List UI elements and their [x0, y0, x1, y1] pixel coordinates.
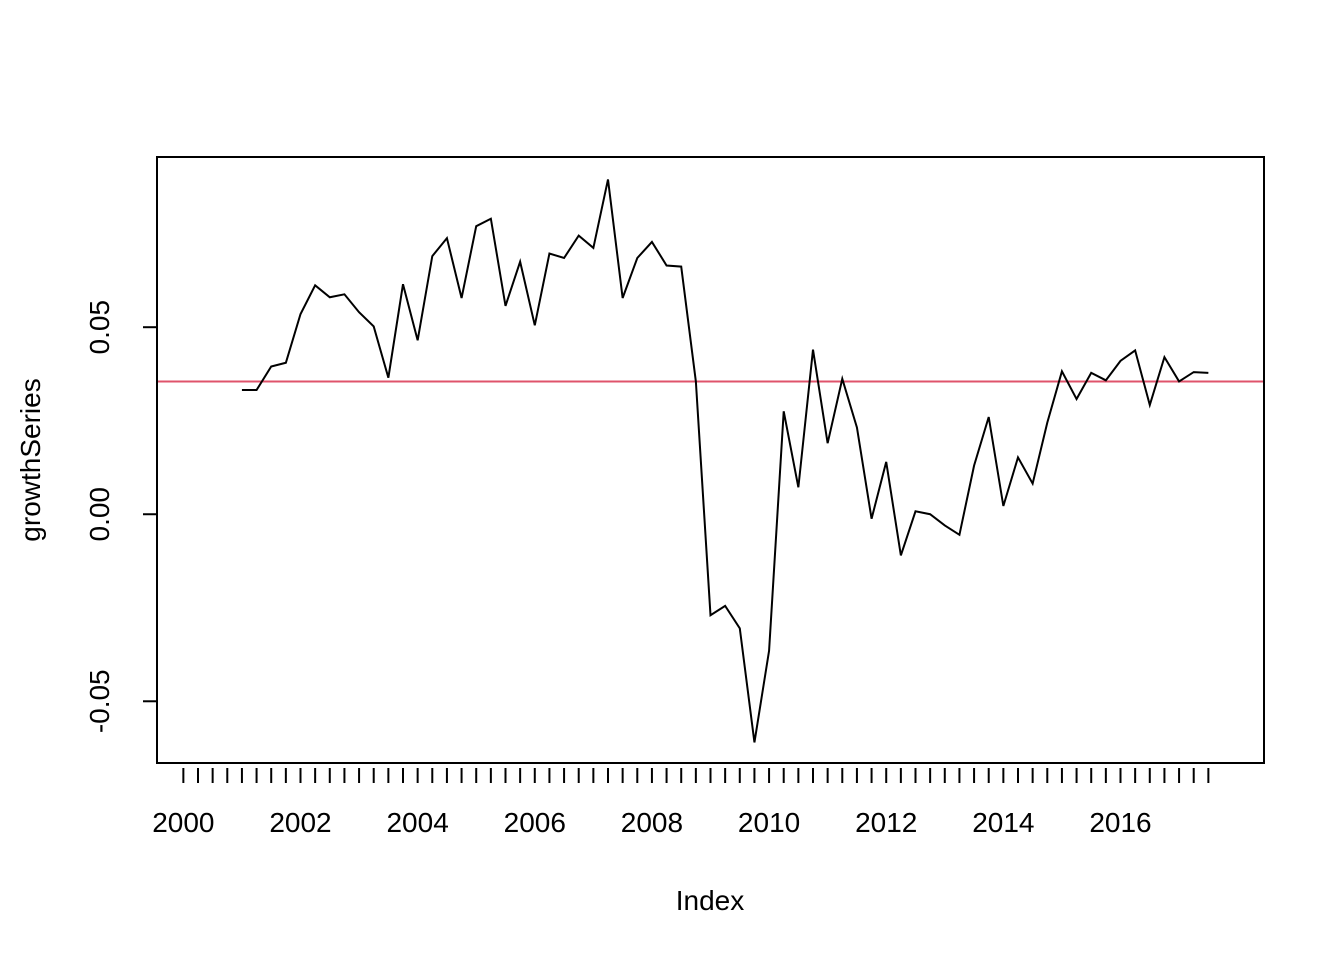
y-axis: -0.05 0.00 0.05 — [84, 300, 157, 733]
x-tick-label: 2008 — [621, 807, 683, 838]
x-axis: 2000 2002 2004 2006 2008 2010 2012 2014 2016 — [152, 768, 1210, 838]
x-tick-label: 2010 — [738, 807, 800, 838]
series-line — [241, 179, 1209, 743]
x-tick-label: 2002 — [269, 807, 331, 838]
x-tick-label: 2004 — [386, 807, 448, 838]
x-tick-label: 2012 — [855, 807, 917, 838]
x-axis-title: Index — [676, 885, 745, 916]
y-tick-label: 0.05 — [84, 300, 115, 355]
x-tick-label: 2000 — [152, 807, 214, 838]
plot-layer — [157, 179, 1264, 743]
y-tick-label: 0.00 — [84, 487, 115, 542]
x-tick-label: 2016 — [1089, 807, 1151, 838]
plot-frame — [156, 156, 1265, 764]
x-tick-label: 2014 — [972, 807, 1034, 838]
y-tick-label: -0.05 — [84, 669, 115, 733]
x-tick-label: 2006 — [504, 807, 566, 838]
y-axis-title: growthSeries — [15, 378, 46, 541]
